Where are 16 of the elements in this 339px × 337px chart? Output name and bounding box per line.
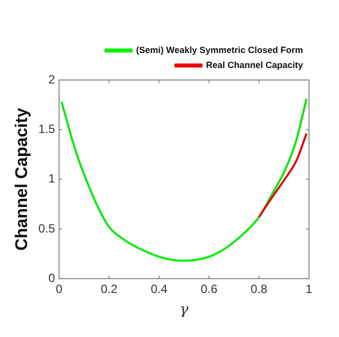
y-tick-label: 0.5 bbox=[38, 221, 56, 236]
y-axis-title: Channel Capacity bbox=[12, 107, 31, 251]
line-series bbox=[60, 98, 308, 262]
y-tick-label: 1 bbox=[48, 172, 56, 186]
x-axis-title: γ bbox=[180, 300, 189, 318]
x-tick-label: 1 bbox=[306, 282, 313, 296]
x-tick-label: 0.2 bbox=[100, 282, 118, 296]
y-tick-label: 1.5 bbox=[38, 122, 56, 136]
y-tick-label: 2 bbox=[48, 72, 56, 86]
legend-label: Real Channel Capacity bbox=[206, 60, 303, 70]
x-tick-label: 0.4 bbox=[150, 282, 168, 296]
y-tick-label: 0 bbox=[48, 270, 56, 285]
line-series bbox=[258, 132, 308, 218]
x-tick-label: 0.8 bbox=[250, 282, 268, 296]
x-tick-label: 0.6 bbox=[200, 282, 218, 296]
legend-label: (Semi) Weakly Symmetric Closed Form bbox=[136, 44, 304, 55]
